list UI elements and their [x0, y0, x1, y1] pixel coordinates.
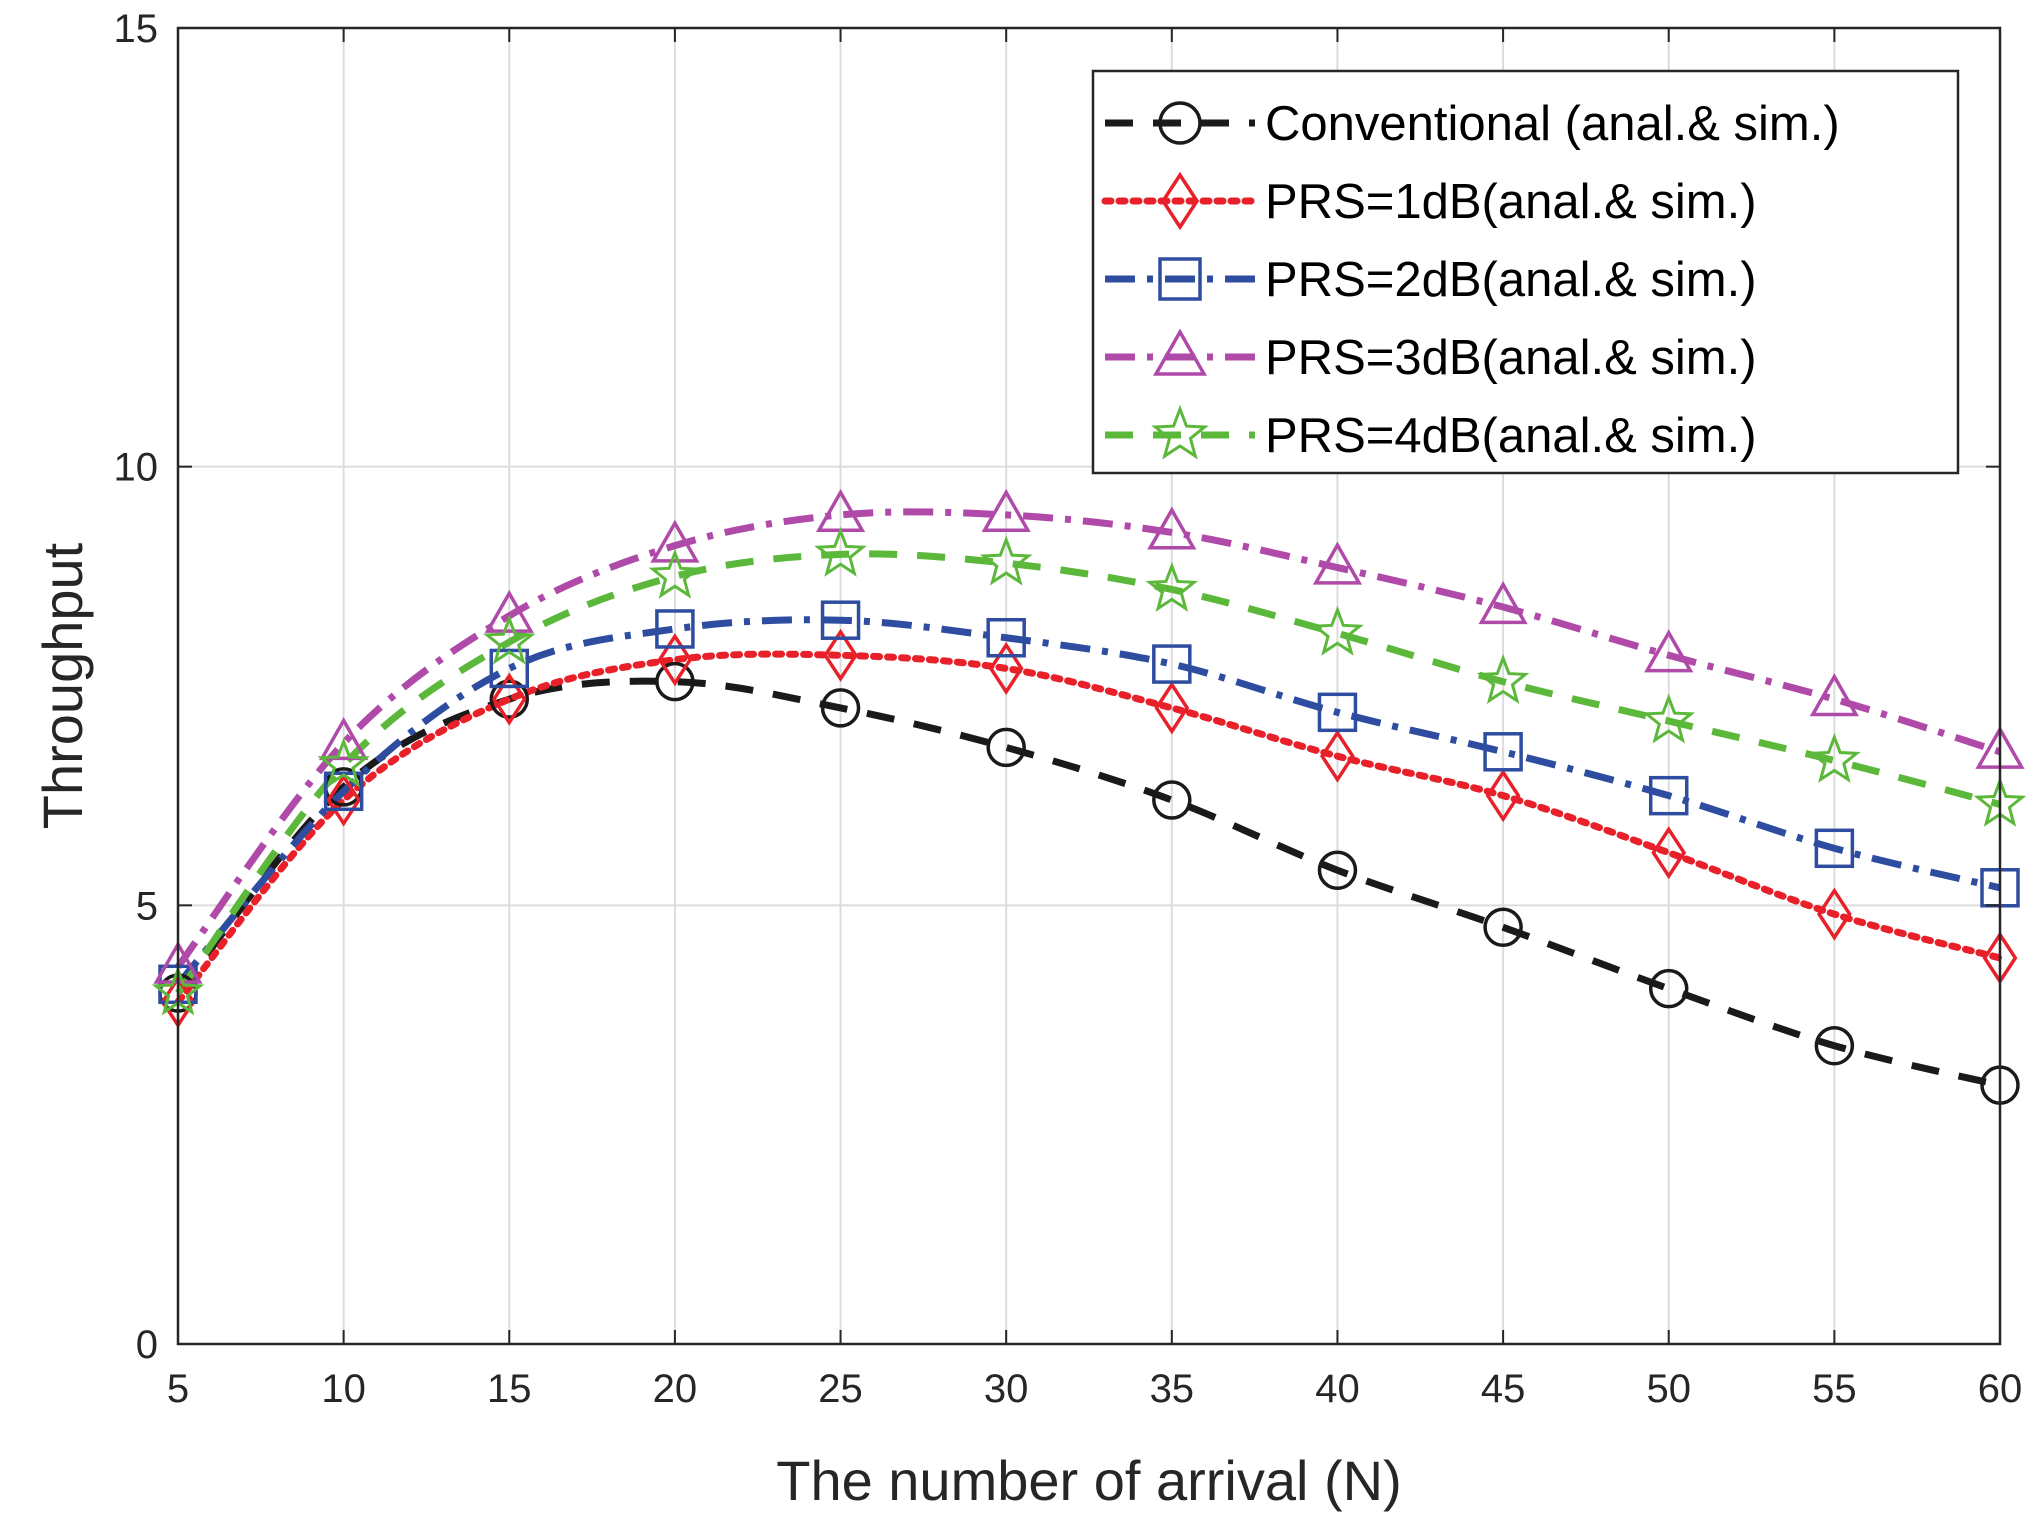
y-tick-labels: 0 5 10 15 [114, 7, 159, 1367]
x-tick-label: 55 [1812, 1367, 1857, 1411]
data-point-marker [650, 519, 700, 563]
x-tick-label: 30 [984, 1367, 1029, 1411]
x-tick-label: 10 [321, 1367, 366, 1411]
data-point-marker [988, 641, 1024, 696]
legend-marker [1152, 328, 1208, 376]
data-point-marker [489, 679, 530, 719]
data-point-marker [1317, 692, 1358, 733]
data-point-marker [1483, 907, 1523, 948]
x-tick-label: 40 [1315, 1367, 1360, 1411]
y-tick-label: 15 [114, 7, 159, 51]
data-point-marker [1152, 644, 1192, 684]
data-point-marker [1648, 968, 1689, 1009]
x-tick-label: 25 [818, 1367, 863, 1411]
data-point-marker [317, 737, 370, 788]
legend: Conventional (anal.& sim.) PRS=1dB(anal.&… [1091, 69, 1960, 475]
legend-box [1091, 69, 1960, 475]
data-point-marker [1154, 681, 1190, 735]
data-point-marker [1816, 887, 1852, 941]
data-point-marker [823, 628, 858, 682]
axes-box [176, 26, 2002, 1346]
data-point-marker [1145, 561, 1199, 612]
data-point-marker [1814, 1025, 1855, 1066]
legend-marker [1160, 171, 1200, 231]
data-point-marker [1320, 729, 1355, 783]
legend-entry-label: PRS=2dB(anal.& sim.) [1265, 253, 1757, 307]
y-tick-label: 0 [136, 1323, 158, 1367]
data-point-marker [1814, 828, 1855, 869]
x-tick-label: 50 [1646, 1367, 1691, 1411]
x-tick-label: 20 [653, 1367, 698, 1411]
data-point-marker [986, 617, 1026, 658]
data-point-marker [319, 716, 369, 761]
x-tick-label: 5 [167, 1367, 189, 1411]
data-point-marker [484, 589, 534, 633]
data-point-marker [1478, 581, 1528, 625]
legend-entry-label: Conventional (anal.& sim.) [1265, 97, 1840, 151]
data-point-marker [820, 688, 861, 728]
data-point-marker [814, 526, 867, 577]
data-point-marker [981, 488, 1031, 532]
data-point-marker [1648, 775, 1689, 816]
data-point-marker [1485, 769, 1521, 823]
data-point-marker [482, 614, 536, 665]
data-point-marker [1317, 850, 1358, 890]
x-axis-label: The number of arrival (N) [776, 1449, 1402, 1512]
x-tick-label: 60 [1978, 1367, 2023, 1411]
data-point-marker [986, 727, 1026, 768]
x-tick-labels: 5 10 15 20 25 30 35 40 45 50 55 60 [167, 1367, 2022, 1411]
y-tick-label: 5 [136, 884, 158, 928]
data-point-marker [1152, 780, 1192, 820]
x-tick-label: 45 [1481, 1367, 1526, 1411]
axes [176, 26, 2002, 1346]
legend-entry-label: PRS=3dB(anal.& sim.) [1265, 331, 1757, 385]
data-point-marker [1644, 629, 1694, 673]
data-point-marker [979, 535, 1033, 586]
legend-marker [1151, 404, 1209, 460]
series-line-1 [174, 650, 2004, 1006]
data-point-marker [1147, 506, 1197, 550]
data-point-marker [491, 672, 527, 726]
data-point-marker [648, 548, 702, 599]
data-point-marker [820, 600, 861, 640]
legend-entry-label: PRS=1dB(anal.& sim.) [1265, 175, 1757, 229]
y-axis-label: Throughput [31, 542, 94, 829]
data-point-marker [655, 661, 695, 702]
data-point-marker [326, 773, 362, 827]
data-point-marker [1642, 693, 1696, 744]
series-line-4 [175, 550, 2001, 996]
data-point-marker [1808, 732, 1861, 783]
legend-entry-label: PRS=4dB(anal.& sim.) [1265, 409, 1757, 463]
data-point-marker [1476, 653, 1530, 704]
legend-marker [1158, 257, 1202, 301]
legend-marker [1158, 101, 1202, 145]
data-point-marker [1311, 605, 1364, 656]
data-point-marker [1312, 541, 1363, 585]
data-point-marker [1483, 732, 1523, 772]
x-tick-label: 35 [1150, 1367, 1195, 1411]
y-tick-label: 10 [114, 446, 159, 490]
data-point-marker [655, 609, 695, 649]
data-point-marker [1651, 826, 1687, 880]
data-point-marker [1809, 673, 1859, 717]
data-point-marker [657, 633, 693, 687]
x-tick-label: 15 [487, 1367, 532, 1411]
